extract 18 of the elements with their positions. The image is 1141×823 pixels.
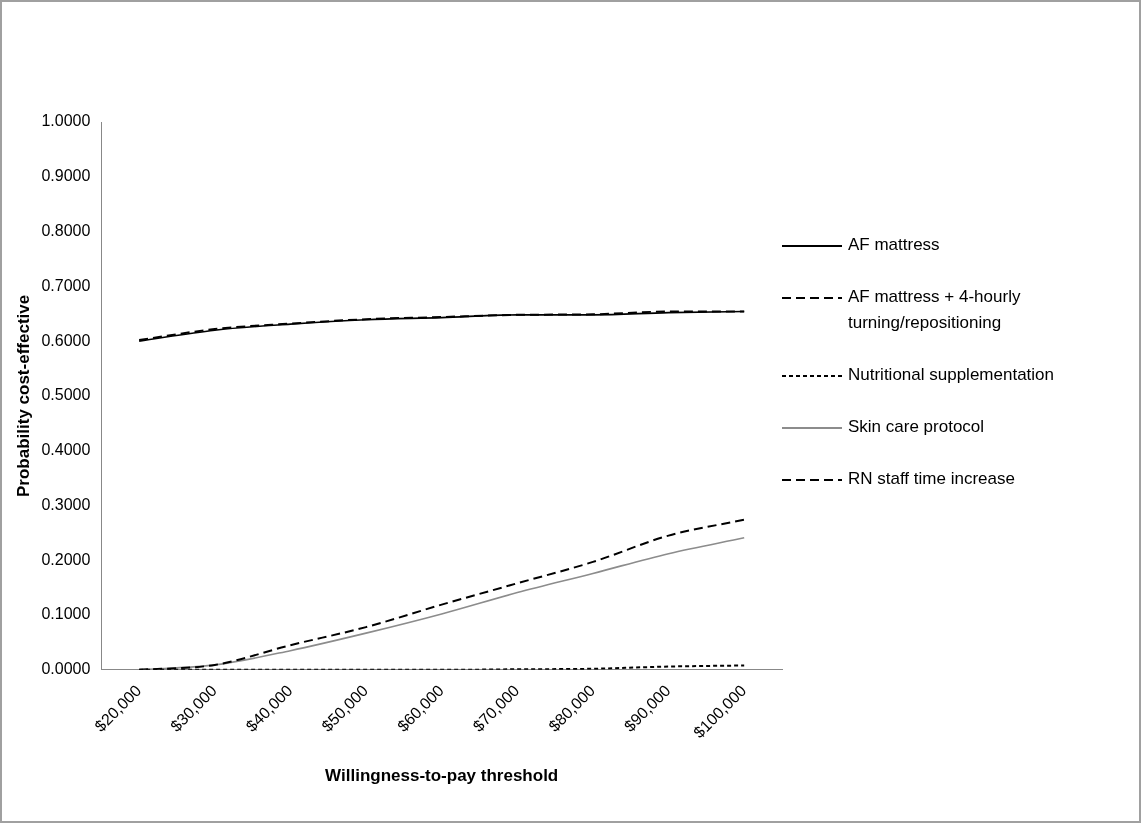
y-axis-title: Probability cost-effective — [13, 294, 33, 497]
y-tick-label: 0.1000 — [41, 605, 91, 623]
y-tick-label: 0.2000 — [41, 550, 91, 568]
legend-label: RN staff time increase — [848, 468, 1015, 490]
legend-label: Nutritional supplementation — [848, 364, 1055, 386]
y-tick-label: 0.4000 — [41, 441, 91, 459]
y-tick-label: 1.0000 — [41, 112, 91, 130]
y-tick-label: 0.6000 — [41, 331, 91, 349]
y-tick-label: 0.0000 — [41, 660, 91, 678]
y-tick-label: 0.3000 — [41, 495, 91, 513]
legend-label: AF mattress + 4-hourly turning/repositioning — [848, 286, 1022, 334]
y-tick-label: 0.8000 — [41, 221, 91, 239]
legend-label: AF mattress — [848, 234, 940, 256]
y-tick-label: 0.5000 — [41, 386, 91, 404]
y-tick-label: 0.9000 — [41, 167, 91, 185]
x-axis-title: Willingness-to-pay threshold — [325, 766, 559, 786]
legend-label: Skin care protocol — [848, 416, 985, 438]
y-tick-label: 0.7000 — [41, 276, 91, 294]
